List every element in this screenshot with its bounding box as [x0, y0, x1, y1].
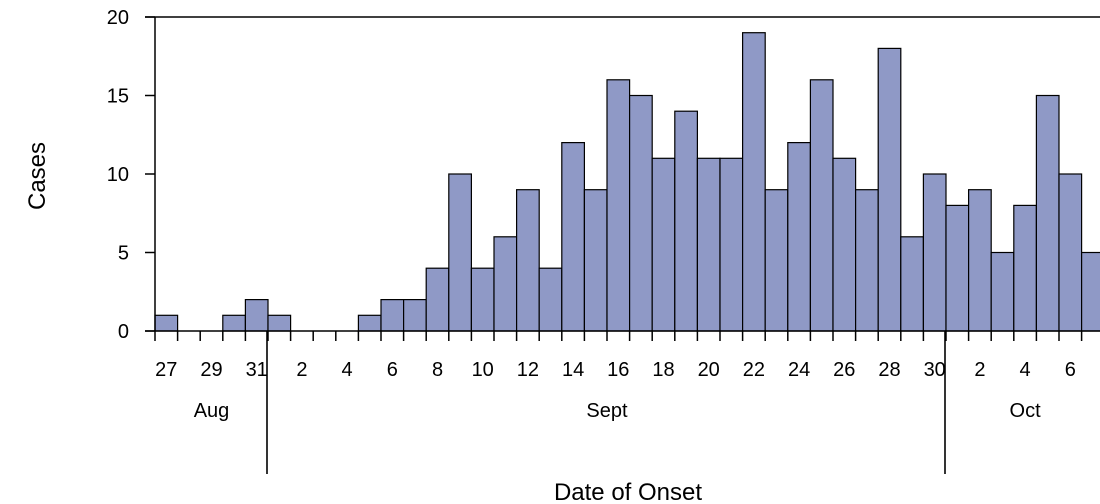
- y-tick-label-1: 5: [118, 243, 129, 265]
- bars-layer: [154, 32, 1100, 332]
- x-tick-label-10: 6: [387, 359, 398, 381]
- x-tick-label-4: 31: [246, 359, 268, 381]
- x-tick-label-18: 14: [562, 359, 584, 381]
- month-label-oct: Oct: [1010, 400, 1042, 422]
- bar-37: [990, 251, 1015, 332]
- bar-41: [1080, 251, 1100, 332]
- bar-23: [674, 110, 698, 332]
- x-tick-label-32: 28: [878, 359, 900, 381]
- month-label-sept: Sept: [586, 400, 628, 422]
- bar-34: [922, 173, 947, 332]
- bar-27: [764, 189, 789, 332]
- x-tick-label-38: 4: [1020, 359, 1031, 381]
- bar-21: [628, 94, 653, 332]
- bar-33: [900, 236, 924, 332]
- x-tick-label-40: 6: [1065, 359, 1076, 381]
- bar-31: [854, 189, 879, 332]
- bar-9: [357, 314, 382, 332]
- bar-36: [967, 189, 992, 332]
- x-tick-label-0: 27: [155, 359, 177, 381]
- x-tick-label-26: 22: [743, 359, 765, 381]
- y-axis-title: Cases: [24, 142, 51, 210]
- bar-10: [380, 299, 405, 332]
- month-label-aug: Aug: [194, 400, 230, 422]
- axes-layer: [145, 16, 1100, 474]
- bar-17: [538, 267, 563, 332]
- x-tick-label-36: 2: [974, 359, 985, 381]
- bar-40: [1058, 173, 1083, 332]
- x-axis-title: Date of Onset: [554, 479, 702, 504]
- bar-11: [403, 299, 427, 332]
- x-tick-label-12: 8: [432, 359, 443, 381]
- y-tick-label-0: 0: [118, 321, 129, 343]
- bar-16: [515, 189, 540, 332]
- x-tick-label-24: 20: [698, 359, 720, 381]
- bar-3: [222, 314, 247, 332]
- x-tick-label-20: 16: [607, 359, 629, 381]
- bar-29: [809, 79, 834, 332]
- x-tick-label-14: 10: [472, 359, 494, 381]
- bar-18: [561, 142, 585, 332]
- x-tick-label-2: 29: [200, 359, 222, 381]
- bar-25: [719, 157, 744, 332]
- bar-39: [1035, 94, 1060, 332]
- bar-22: [651, 157, 676, 332]
- bar-19: [583, 189, 608, 332]
- y-tick-label-2: 10: [107, 164, 129, 186]
- x-tick-label-34: 30: [924, 359, 946, 381]
- x-tick-label-6: 2: [296, 359, 307, 381]
- x-tick-label-8: 4: [342, 359, 353, 381]
- bar-35: [945, 204, 970, 332]
- bar-12: [425, 267, 450, 332]
- bar-28: [787, 142, 811, 332]
- bar-30: [832, 157, 857, 332]
- bar-24: [696, 157, 721, 332]
- bar-14: [470, 267, 495, 332]
- x-tick-label-16: 12: [517, 359, 539, 381]
- bar-32: [877, 47, 902, 332]
- y-tick-label-4: 20: [107, 7, 129, 29]
- bar-26: [741, 32, 766, 332]
- bar-13: [448, 173, 472, 332]
- bar-20: [606, 79, 631, 332]
- bar-4: [244, 299, 269, 332]
- bar-15: [493, 236, 518, 332]
- x-tick-label-30: 26: [833, 359, 855, 381]
- x-tick-label-28: 24: [788, 359, 810, 381]
- bar-38: [1013, 204, 1037, 332]
- bar-5: [267, 314, 292, 332]
- x-tick-label-22: 18: [652, 359, 674, 381]
- bar-0: [154, 314, 179, 332]
- y-tick-label-3: 15: [107, 86, 129, 108]
